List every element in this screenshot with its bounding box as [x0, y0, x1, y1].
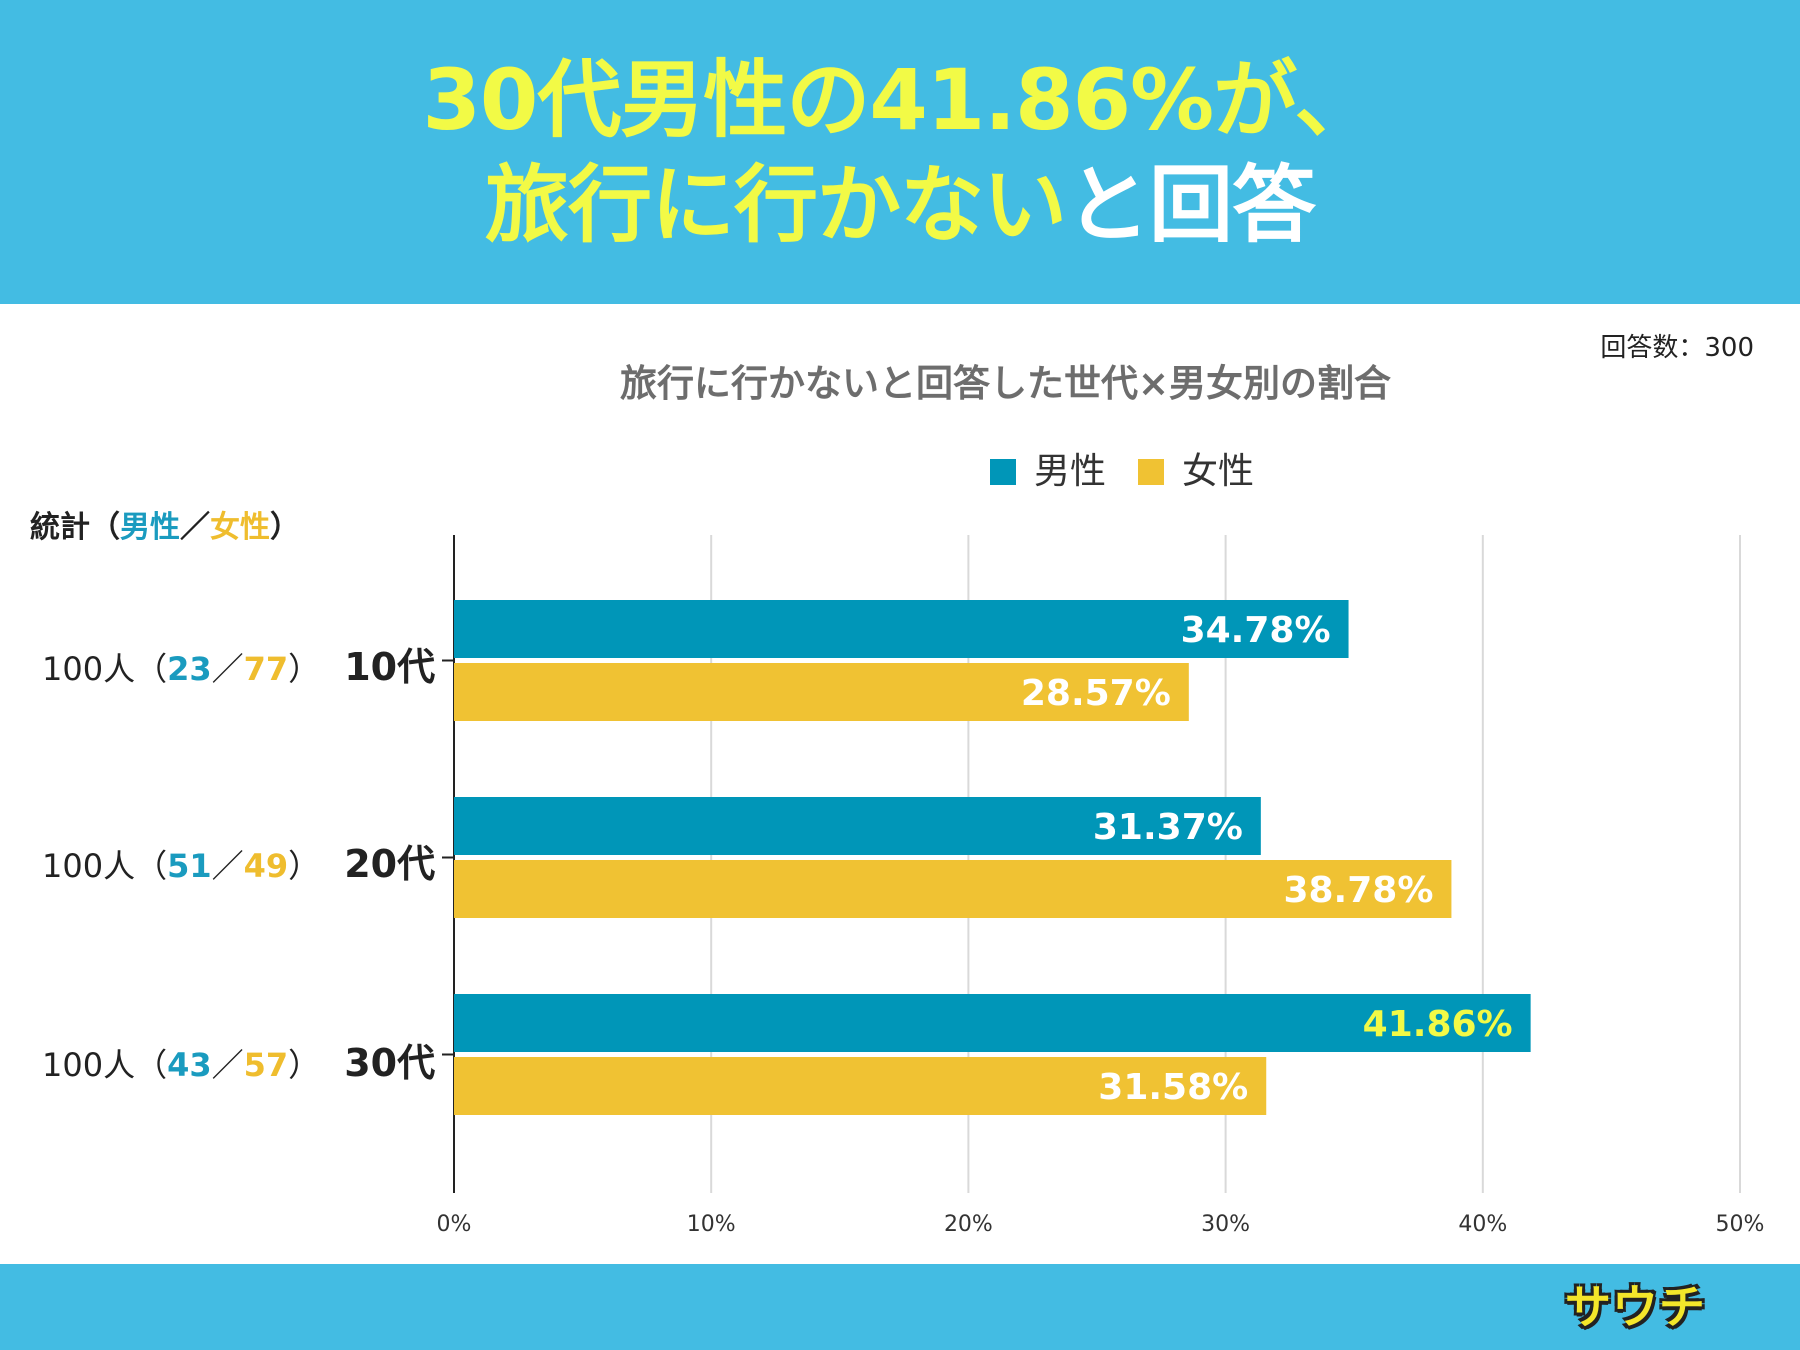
logo-text: サウチ [1565, 1280, 1706, 1334]
stats-header-prefix: 統計（ [30, 510, 120, 545]
row-label-30s: 100人（43／57） 30代 [42, 1039, 435, 1087]
chart-title: 旅行に行かないと回答した世代×男女別の割合 [620, 362, 1392, 405]
stats-header-suffix: ） [270, 510, 300, 545]
x-tick-label: 0% [437, 1212, 472, 1237]
bar-female [454, 663, 1189, 721]
row-female-count: 49 [243, 847, 289, 885]
row-close: ） [288, 1046, 321, 1084]
row-total: 100人（ [42, 650, 168, 688]
brand-logo: サウチ [1523, 1276, 1748, 1338]
row-male-count: 23 [167, 650, 212, 688]
bar-female [454, 1057, 1267, 1115]
header-banner [0, 0, 1800, 304]
x-tick-label: 20% [944, 1212, 993, 1237]
row-total: 100人（ [42, 847, 168, 885]
headline-line-1-text: 30代男性の41.86%が、 [422, 51, 1378, 149]
bar-value-label: 31.37% [1093, 807, 1243, 848]
bar-male [454, 797, 1261, 855]
chart-legend: 男性 女性 [990, 450, 1286, 494]
legend-swatch-male [990, 459, 1016, 485]
row-sep: ／ [211, 847, 244, 885]
x-tick-label: 50% [1716, 1212, 1765, 1237]
row-female-count: 77 [243, 650, 289, 688]
headline-line-2: 旅行に行かないと回答 [0, 155, 1800, 255]
bar-value-label: 34.78% [1181, 610, 1331, 651]
respondent-count: 回答数：300 [1600, 333, 1754, 363]
row-close: ） [288, 650, 321, 688]
row-label-10s: 100人（23／77） 10代 [42, 643, 435, 691]
legend-item-male: 男性 [990, 450, 1106, 494]
row-male-count: 51 [167, 847, 212, 885]
stats-header: 統計（男性／女性） [30, 508, 300, 548]
row-label-20s: 100人（51／49） 20代 [42, 840, 435, 888]
headline-line-1: 30代男性の41.86%が、 [0, 50, 1800, 150]
stats-header-male: 男性 [120, 510, 180, 545]
bar-male [454, 994, 1531, 1052]
bar-chart: 0% 10% 20% 30% 40% 50% 34.78%28.57% 31.37% 38.78… [437, 535, 1765, 1237]
row-sep: ／ [211, 650, 244, 688]
row-sep: ／ [211, 1046, 244, 1084]
bar-value-label: 41.86% [1363, 1004, 1513, 1045]
legend-item-female: 女性 [1138, 450, 1254, 494]
x-tick-label: 40% [1458, 1212, 1507, 1237]
row-close: ） [288, 847, 321, 885]
row-male-count: 43 [167, 1046, 212, 1084]
bar-value-label: 31.58% [1098, 1067, 1248, 1108]
bar-female [454, 860, 1452, 918]
headline-highlight: 旅行に行かない [484, 156, 1067, 254]
stats-header-sep: ／ [180, 510, 210, 545]
legend-label-female: 女性 [1182, 451, 1255, 492]
row-female-count: 57 [243, 1046, 289, 1084]
x-tick-label: 10% [687, 1212, 736, 1237]
row-age: 10代 [344, 645, 436, 689]
stats-header-female: 女性 [210, 510, 270, 545]
bar-value-label: 28.57% [1021, 673, 1171, 714]
footer-banner [0, 1264, 1800, 1350]
headline-rest: と回答 [1066, 156, 1316, 254]
legend-label-male: 男性 [1034, 451, 1107, 492]
legend-swatch-female [1138, 459, 1165, 485]
bar-value-label: 38.78% [1283, 870, 1433, 911]
row-age: 20代 [344, 842, 436, 886]
row-total: 100人（ [42, 1046, 168, 1084]
row-age: 30代 [344, 1041, 436, 1085]
bar-male [454, 600, 1349, 658]
x-tick-label: 30% [1201, 1212, 1250, 1237]
